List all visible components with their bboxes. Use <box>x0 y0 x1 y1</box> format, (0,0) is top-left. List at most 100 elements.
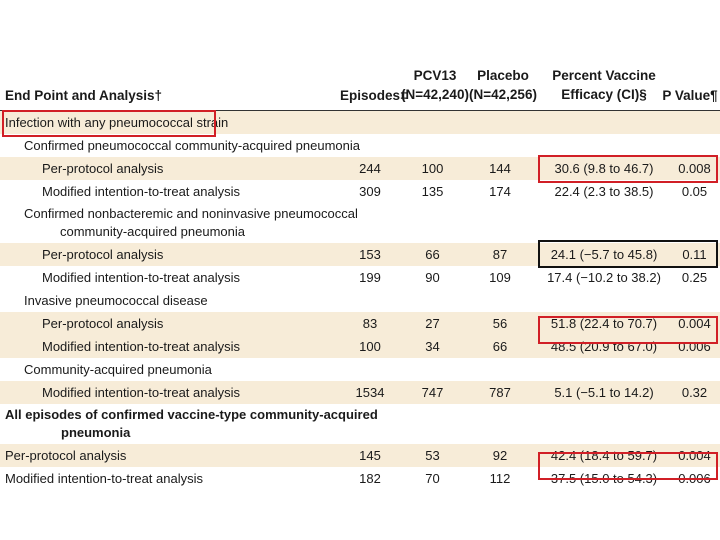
header-pcv13-n: (N=42,240) <box>401 87 469 102</box>
episodes-cell: 199 <box>359 270 381 285</box>
row-label: Modified intention-to-treat analysis <box>42 381 240 404</box>
pcv13-cell: 100 <box>421 161 444 176</box>
table-body: Infection with any pneumococcal strain Co… <box>0 111 720 490</box>
table-row: Confirmed pneumococcal community-acquire… <box>0 134 720 157</box>
highlight-box-infection <box>2 110 216 137</box>
row-label: Confirmed nonbacteremic and noninvasive … <box>24 205 358 241</box>
table-header: End Point and Analysis† Episodes‡ PCV13 … <box>0 60 720 111</box>
table-row: Modified intention-to-treat analysis 100 3… <box>0 335 720 358</box>
row-label-text: Community-acquired pneumonia <box>24 362 212 377</box>
row-label-text: Infection with any pneumococcal strain <box>5 115 229 130</box>
p-value-cell: 0.25 <box>681 270 708 285</box>
efficacy-cell: 5.1 (−5.1 to 14.2) <box>554 385 654 400</box>
row-label-text: Modified intention-to-treat analysis <box>5 471 203 486</box>
row-label-text: Modified intention-to-treat analysis <box>42 385 240 400</box>
header-efficacy: Percent Vaccine Efficacy (CI)§ <box>540 66 668 104</box>
pcv13-cell: 66 <box>425 247 440 262</box>
row-label: Community-acquired pneumonia <box>24 358 212 381</box>
row-label-text: Confirmed pneumococcal community-acquire… <box>24 138 361 153</box>
placebo-cell: 87 <box>492 247 508 262</box>
row-label-text: Invasive pneumococcal disease <box>24 293 208 308</box>
row-label: Invasive pneumococcal disease <box>24 289 208 312</box>
header-endpoint: End Point and Analysis† <box>5 88 163 103</box>
row-label-text: All episodes of confirmed vaccine-type c… <box>5 407 378 422</box>
episodes-cell: 145 <box>359 448 381 463</box>
row-label: Per-protocol analysis <box>5 444 126 467</box>
row-label: All episodes of confirmed vaccine-type c… <box>5 406 378 442</box>
p-value-cell: 0.11 <box>682 247 707 262</box>
efficacy-cell: 22.4 (2.3 to 38.5) <box>554 184 654 199</box>
row-label: Confirmed pneumococcal community-acquire… <box>24 134 360 157</box>
episodes-cell: 309 <box>359 184 381 199</box>
placebo-cell: 112 <box>489 471 511 486</box>
placebo-cell: 144 <box>489 161 511 176</box>
row-label-text: Per-protocol analysis <box>5 448 127 463</box>
row-label: Per-protocol analysis <box>42 243 163 266</box>
header-placebo-name: Placebo <box>477 68 529 83</box>
table-row: All episodes of confirmed vaccine-type c… <box>0 404 720 444</box>
header-efficacy-line1: Percent Vaccine <box>552 68 656 83</box>
header-placebo: Placebo (N=42,256) <box>468 66 538 104</box>
row-label-text: Modified intention-to-treat analysis <box>42 270 240 285</box>
pcv13-cell: 53 <box>425 448 440 463</box>
p-value-cell: 0.004 <box>678 316 711 331</box>
episodes-cell: 1534 <box>355 385 385 400</box>
row-label: Modified intention-to-treat analysis <box>42 335 240 358</box>
row-label: Modified intention-to-treat analysis <box>5 467 203 490</box>
row-label: Modified intention-to-treat analysis <box>42 180 240 203</box>
placebo-cell: 92 <box>492 448 508 463</box>
row-label: Infection with any pneumococcal strain <box>5 111 228 134</box>
table-row: Modified intention-to-treat analysis 1534… <box>0 381 720 404</box>
pcv13-cell: 34 <box>425 339 440 354</box>
episodes-cell: 100 <box>359 339 381 354</box>
table-row: Per-protocol analysis 145 53 92 42.4 (18.4 t… <box>0 444 720 467</box>
pcv13-cell: 70 <box>425 471 440 486</box>
table-row: Invasive pneumococcal disease <box>0 289 720 312</box>
row-label: Per-protocol analysis <box>42 157 163 180</box>
table-row: Modified intention-to-treat analysis 182 7… <box>0 467 720 490</box>
pcv13-cell: 747 <box>421 385 444 400</box>
highlight-box-pp-nonbacteremic <box>538 240 718 268</box>
episodes-cell: 153 <box>359 247 381 262</box>
table-row: Confirmed nonbacteremic and noninvasive … <box>0 203 720 243</box>
placebo-cell: 174 <box>489 184 511 199</box>
highlight-box-pp-vt-cap <box>538 452 718 480</box>
row-label-text: Per-protocol analysis <box>42 316 164 331</box>
row-label-text: Per-protocol analysis <box>42 161 164 176</box>
table-row: Infection with any pneumococcal strain <box>0 111 720 134</box>
header-pvalue: P Value¶ <box>662 88 718 103</box>
table-row: Modified intention-to-treat analysis 309 1… <box>0 180 720 203</box>
row-label-text: Modified intention-to-treat analysis <box>42 339 240 354</box>
row-label: Per-protocol analysis <box>42 312 163 335</box>
table-row: Modified intention-to-treat analysis 199 9… <box>0 266 720 289</box>
table-row: Per-protocol analysis 244 100 144 30.6 (9.8 … <box>0 157 720 180</box>
row-label-continuation: pneumonia <box>61 425 131 440</box>
placebo-cell: 56 <box>492 316 508 331</box>
episodes-cell: 83 <box>362 316 378 331</box>
p-value-cell: 0.008 <box>678 161 711 176</box>
row-label-text: Modified intention-to-treat analysis <box>42 184 240 199</box>
row-label-text: Per-protocol analysis <box>42 247 164 262</box>
episodes-cell: 182 <box>359 471 381 486</box>
pcv13-cell: 135 <box>421 184 444 199</box>
highlight-box-pp-cap <box>538 155 718 183</box>
highlight-box-pp-ipd <box>538 316 718 344</box>
placebo-cell: 109 <box>489 270 511 285</box>
table-row: Per-protocol analysis 153 66 87 24.1 (−5.7 t… <box>0 243 720 266</box>
pcv13-cell: 90 <box>425 270 440 285</box>
header-placebo-n: (N=42,256) <box>469 87 537 102</box>
efficacy-cell: 30.6 (9.8 to 46.7) <box>554 161 654 176</box>
row-label-text: Confirmed nonbacteremic and noninvasive … <box>24 206 358 221</box>
p-value-cell: 0.05 <box>681 184 708 199</box>
efficacy-table: End Point and Analysis† Episodes‡ PCV13 … <box>0 60 720 490</box>
header-episodes: Episodes‡ <box>340 88 408 103</box>
pcv13-cell: 27 <box>425 316 440 331</box>
placebo-cell: 66 <box>492 339 508 354</box>
efficacy-cell: 24.1 (−5.7 to 45.8) <box>550 247 658 262</box>
p-value-cell: 0.32 <box>681 385 708 400</box>
placebo-cell: 787 <box>489 385 511 400</box>
efficacy-cell: 42.4 (18.4 to 59.7) <box>550 448 658 463</box>
p-value-cell: 0.004 <box>678 448 711 463</box>
efficacy-cell: 51.8 (22.4 to 70.7) <box>550 316 658 331</box>
row-label: Modified intention-to-treat analysis <box>42 266 240 289</box>
